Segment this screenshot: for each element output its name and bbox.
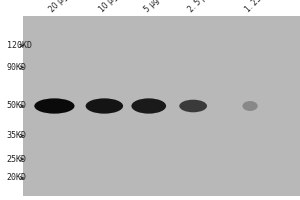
Ellipse shape xyxy=(131,98,166,114)
Text: 35KD: 35KD xyxy=(7,131,27,140)
Text: 25KD: 25KD xyxy=(7,155,27,164)
Ellipse shape xyxy=(242,101,258,111)
Ellipse shape xyxy=(34,98,74,114)
Text: 20 μg: 20 μg xyxy=(48,0,70,14)
Ellipse shape xyxy=(179,100,207,112)
Text: 90KD: 90KD xyxy=(7,63,27,72)
Ellipse shape xyxy=(85,98,123,114)
Text: 120KD: 120KD xyxy=(7,41,32,50)
Text: 5 μg: 5 μg xyxy=(142,0,161,14)
Text: 20KD: 20KD xyxy=(7,174,27,182)
Text: 50KD: 50KD xyxy=(7,102,27,110)
Text: 10 μg: 10 μg xyxy=(98,0,120,14)
Text: 1. 25 μg: 1. 25 μg xyxy=(244,0,272,14)
Text: 2. 5 μg: 2. 5 μg xyxy=(187,0,212,14)
